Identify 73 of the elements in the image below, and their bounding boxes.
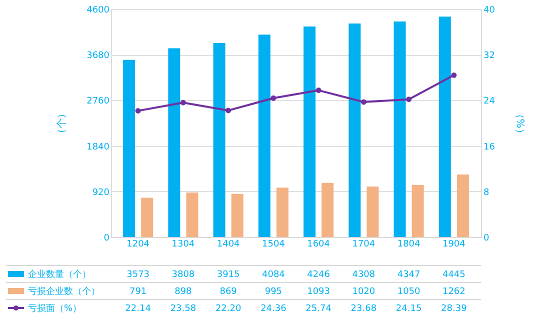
data-label: 25.74 [306,304,332,314]
data-label: 4308 [352,270,376,280]
point [270,95,276,101]
point [180,100,186,106]
y-axis-title: （个） [56,108,68,138]
data-label: 4445 [442,270,466,280]
y-tick-label: 2760 [86,96,110,107]
data-label: 22.14 [125,304,152,314]
data-label: 3915 [216,270,240,280]
data-label: 1093 [307,287,330,297]
data-label: 1262 [442,287,466,297]
bar [412,184,424,237]
y-tick-label: 4600 [86,6,110,16]
x-tick-label: 1604 [307,240,330,250]
bar [186,192,198,237]
y2-tick-label: 0 [484,234,490,244]
x-tick-label: 1404 [216,240,240,250]
point [406,96,412,102]
y2-axis-title: （%） [514,108,525,138]
bar [366,186,379,237]
point [360,99,366,105]
y2-tick-label: 16 [484,142,496,152]
point [316,88,322,94]
y-tick-label: 920 [92,188,110,198]
data-label: 4246 [307,270,330,280]
data-label: 869 [220,287,238,297]
data-label: 23.68 [350,304,377,314]
legend-label: 亏损面（%） [28,303,82,314]
bar [231,194,244,237]
x-tick-label: 1804 [397,240,421,250]
data-label: 3573 [126,270,150,280]
legend-label: 企业数量（个） [28,269,91,280]
bar [304,26,316,237]
data-label: 898 [174,287,192,297]
point [451,72,457,78]
y2-tick-label: 24 [484,96,496,107]
data-label: 791 [129,287,147,297]
y-tick-label: 1840 [86,142,110,152]
data-label: 1020 [352,287,376,297]
bar [123,60,136,237]
data-label: 1050 [397,287,421,297]
bar [258,34,270,237]
y2-tick-label: 8 [484,188,490,198]
legend-label: 亏损企业数（个） [28,286,100,297]
x-tick-label: 1304 [172,240,195,250]
bar [168,48,180,237]
bar [394,22,406,237]
data-label: 4347 [397,270,420,280]
bar [322,182,334,237]
data-label: 24.36 [260,304,287,314]
point [226,108,232,114]
bar [348,23,361,237]
y2-tick-label: 40 [484,6,496,16]
bar [213,42,226,237]
bar [276,188,288,237]
y-tick-label: 3680 [86,51,110,62]
y-tick-label: 0 [104,234,110,244]
bar [456,174,469,237]
data-label: 995 [264,287,282,297]
x-tick-label: 1704 [352,240,376,250]
point [135,108,141,114]
data-label: 28.39 [441,304,468,314]
x-tick-label: 1904 [442,240,466,250]
bar [438,16,451,237]
data-label: 24.15 [396,304,422,314]
bar [141,198,154,237]
data-label: 3808 [172,270,195,280]
data-label: 23.58 [170,304,196,314]
data-label: 4084 [262,270,286,280]
x-tick-label: 1504 [262,240,286,250]
y2-tick-label: 32 [484,51,495,62]
data-label: 22.20 [215,304,242,314]
x-tick-label: 1204 [126,240,150,250]
